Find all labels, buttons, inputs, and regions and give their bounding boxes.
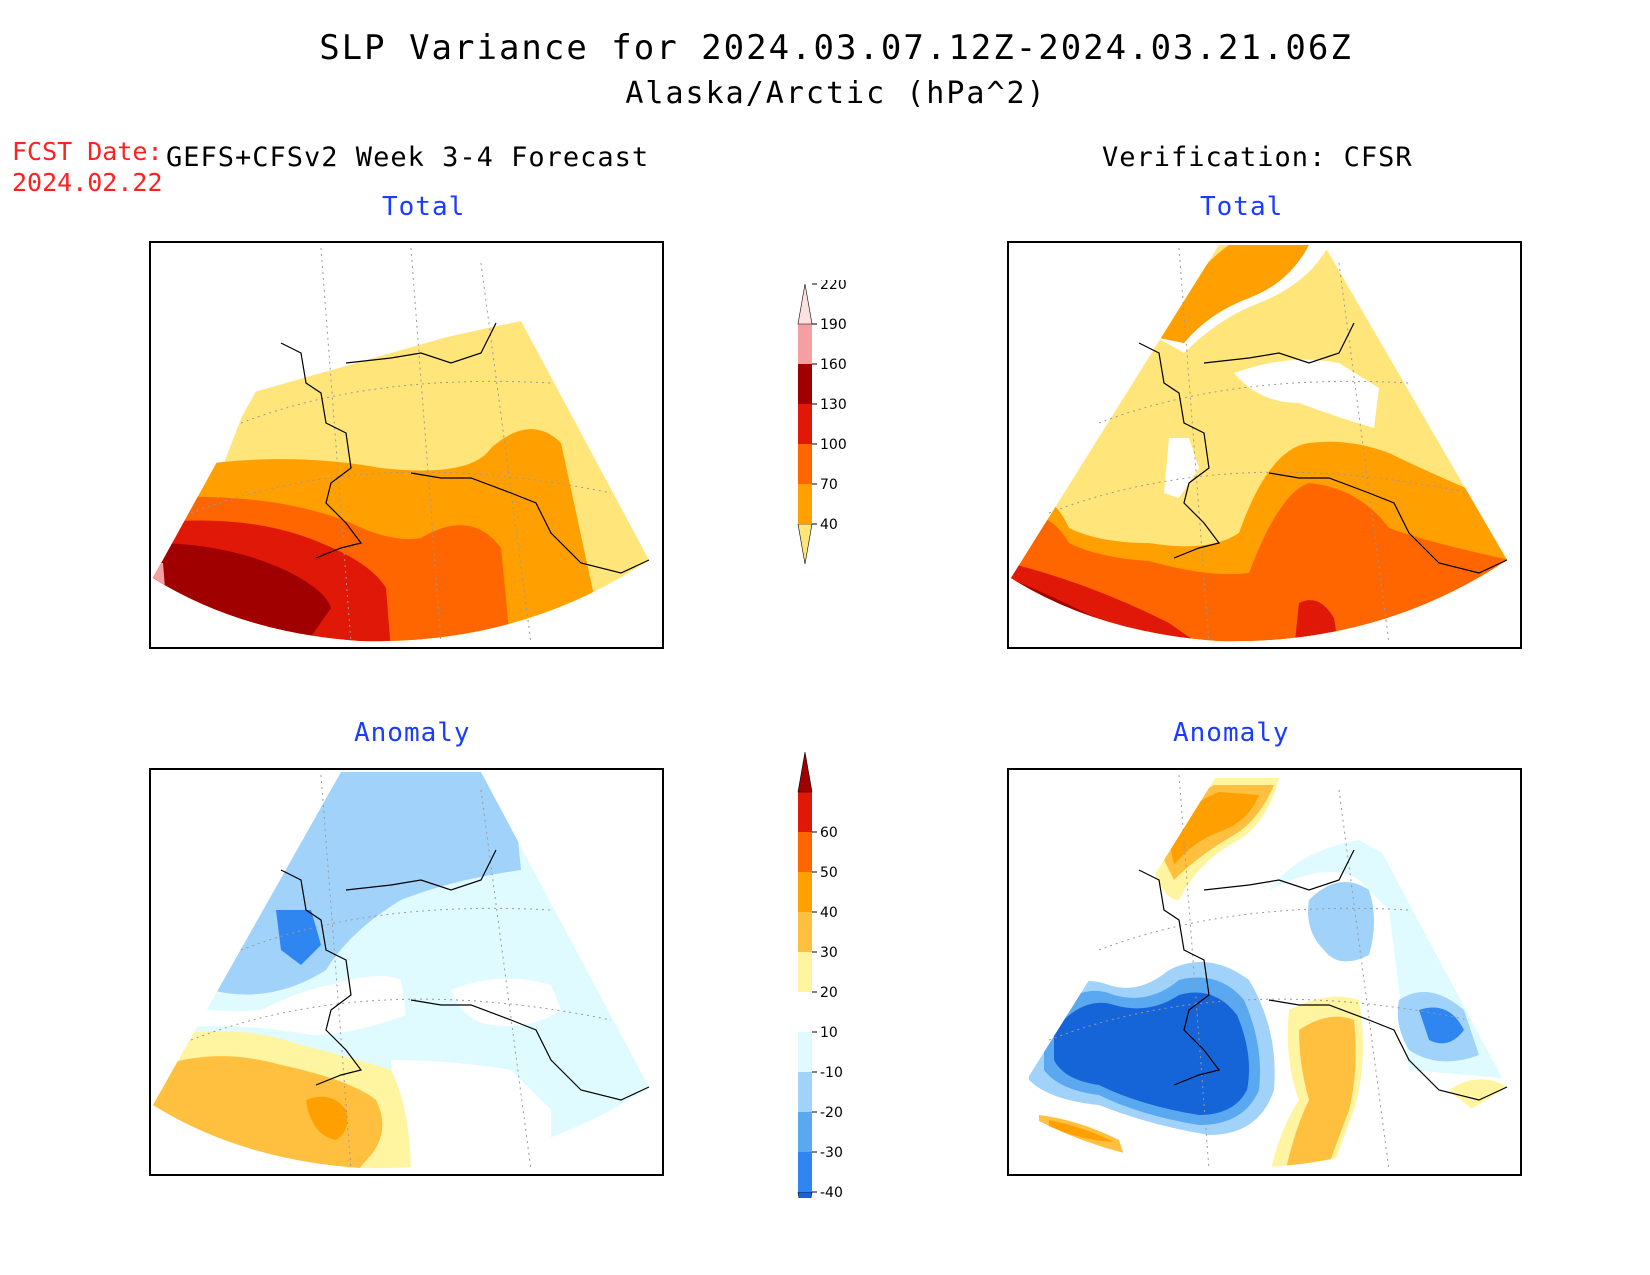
colorbar-swatch [798,792,812,832]
colorbar-swatch [797,751,813,793]
graticule [1048,247,1470,644]
colorbar-tick-label: -40 [820,1185,843,1198]
verification-anomaly-map [1007,768,1522,1176]
forecast-total-map [149,241,664,649]
chart-title: SLP Variance for 2024.03.07.12Z-2024.03.… [319,28,1353,68]
colorbar-tick-label: 100 [820,437,847,453]
colorbar-tick-label: 40 [820,905,838,921]
coastline [1138,322,1508,574]
coastline [1138,849,1508,1101]
verification-total-title: Total [1200,192,1284,222]
forecast-anomaly-title: Anomaly [354,718,471,748]
fill-below-40 [1164,438,1199,498]
graticule [1048,774,1470,1171]
colorbar-swatch [798,444,812,484]
colorbar-swatch [798,404,812,444]
fill-30-40 [1049,1120,1114,1142]
colorbar-tick-label: 10 [820,1025,838,1041]
fill-20-30 [1284,1016,1356,1169]
graticule [190,247,612,644]
forecast-total-title: Total [382,192,466,222]
fill-190-220 [153,563,165,588]
colorbar-swatch [798,324,812,364]
anomaly-colorbar: -40 -30 -20 -10 10 20 30 40 50 60 [797,751,843,1198]
colorbar-tick-label: 50 [820,865,838,881]
colorbar-tick-label: 160 [820,357,847,373]
fill-minus10-10 [391,1060,551,1169]
colorbar-tick-label: 40 [820,517,838,533]
fill-minus20-minus10 [1308,882,1374,962]
forecast-anomaly-map [149,768,664,1176]
colorbar-swatch [798,872,812,912]
coastline [280,849,650,1101]
fill-minus10-10 [451,978,561,1026]
total-colorbar: 40 70 100 130 160 190 220 [797,280,847,565]
colorbar-swatch [798,912,812,952]
forecast-column-header: GEFS+CFSv2 Week 3-4 Forecast [166,142,650,173]
colorbar-tick-label: 20 [820,985,838,1001]
verification-column-header: Verification: CFSR [1102,142,1413,173]
colorbar-swatch [798,1032,812,1072]
fill-minus40-minus30 [276,910,321,965]
coastline [280,322,650,574]
verification-anomaly-title: Anomaly [1173,718,1290,748]
colorbar-swatch [798,364,812,404]
colorbar-tick-label: 190 [820,317,847,333]
colorbar-swatch [798,1152,812,1192]
fill-30-40 [306,1096,348,1140]
fill-minus10-10 [153,976,406,1035]
fill-10-20 [1449,1079,1507,1115]
colorbar-swatch [798,484,812,524]
colorbar-swatch [797,523,813,565]
colorbar-tick-label: -10 [820,1065,843,1081]
colorbar-swatch [798,1112,812,1152]
fcst-date-label: FCST Date: [12,137,163,166]
colorbar-swatch [798,952,812,992]
chart-subtitle: Alaska/Arctic (hPa^2) [625,76,1047,111]
colorbar-tick-label: -30 [820,1145,843,1161]
colorbar-tick-label: 130 [820,397,847,413]
colorbar-swatch [797,283,813,325]
colorbar-tick-label: 220 [820,280,847,293]
fill-below-40 [1234,359,1379,428]
colorbar-swatch [797,1191,813,1198]
colorbar-tick-label: -20 [820,1105,843,1121]
colorbar-swatch [798,1072,812,1112]
colorbar-swatch [798,992,812,1032]
fill-minus40-minus30 [1054,992,1250,1115]
colorbar-tick-label: 70 [820,477,838,493]
fill-70-100 [1159,245,1309,343]
graticule [190,774,612,1171]
fcst-date-value: 2024.02.22 [12,168,163,197]
colorbar-tick-label: 30 [820,945,838,961]
colorbar-tick-label: 60 [820,825,838,841]
colorbar-swatch [798,832,812,872]
verification-total-map [1007,241,1522,649]
